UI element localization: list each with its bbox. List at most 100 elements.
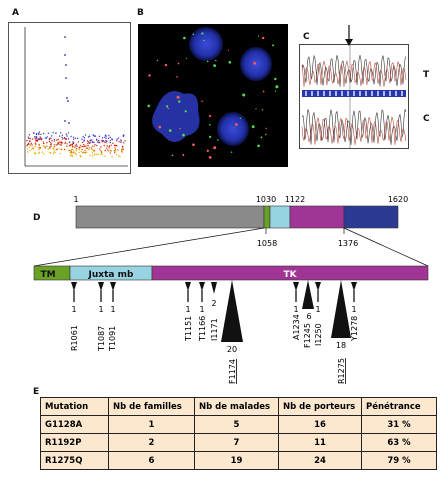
- scatter-point: [96, 144, 98, 147]
- scatter-point: [76, 145, 78, 147]
- scatter-point: [100, 146, 102, 148]
- scatter-point: [49, 151, 51, 154]
- fish-signal: [274, 90, 277, 92]
- fish-signals: [147, 32, 279, 159]
- panel-c-label: C: [303, 32, 310, 42]
- scatter-point: [37, 147, 40, 149]
- scatter-point: [98, 135, 101, 137]
- scatter-point: [40, 138, 43, 141]
- table-header-row: Mutation Nb de familles Nb de malades Nb…: [40, 397, 437, 416]
- cell-malades: 7: [194, 433, 279, 452]
- mutation-marker-y1278: [351, 282, 357, 302]
- tm-label: TM: [40, 270, 55, 280]
- scatter-point: [75, 153, 78, 156]
- scatter-outlier: [64, 36, 66, 38]
- scatter-point: [87, 141, 90, 143]
- scatter-point: [104, 155, 106, 157]
- scatter-outlier: [67, 100, 69, 102]
- scatter-point: [42, 132, 45, 135]
- scatter-point: [116, 153, 118, 156]
- scatter-point: [59, 152, 62, 155]
- scatter-point: [63, 137, 66, 139]
- count-i1171: 2: [211, 299, 216, 308]
- scatter-point: [106, 149, 109, 151]
- scatter-point: [50, 137, 52, 139]
- count-t1087: 1: [98, 305, 103, 314]
- base-call-mark: [305, 91, 307, 96]
- genome-scatter-plot: [24, 27, 128, 167]
- scatter-point: [38, 143, 40, 146]
- scatter-point: [67, 132, 70, 134]
- cell-mutation: R1275Q: [40, 451, 109, 470]
- scatter-outlier: [66, 97, 68, 99]
- scatter-point: [118, 155, 120, 157]
- scatter-point: [83, 144, 85, 146]
- header-penetrance: Pénétrance: [361, 397, 437, 416]
- base-call-mark: [401, 91, 403, 96]
- scatter-point: [26, 144, 29, 146]
- scatter-point: [42, 141, 45, 143]
- base-call-mark: [395, 91, 397, 96]
- scatter-point: [100, 153, 102, 155]
- fish-signal: [176, 76, 178, 78]
- fish-signal: [192, 143, 195, 146]
- scatter-point: [98, 139, 100, 142]
- fish-signal: [261, 109, 264, 111]
- mutation-marker-i1171: [211, 282, 217, 294]
- scatter-point: [53, 140, 55, 142]
- base-call-mark: [329, 91, 331, 96]
- scatter-point: [57, 143, 59, 146]
- scatter-point: [117, 137, 120, 139]
- fish-signal: [274, 77, 277, 81]
- scatter-point: [104, 136, 106, 138]
- scatter-point: [91, 155, 94, 157]
- scatter-point: [53, 144, 55, 146]
- scatter-point: [91, 145, 93, 147]
- extracellular-domain: [75, 205, 265, 229]
- scatter-point: [107, 137, 110, 140]
- fish-signal: [262, 90, 265, 93]
- scatter-point: [68, 144, 71, 147]
- mutation-marker-f1174: [221, 280, 243, 342]
- scatter-point: [51, 140, 53, 142]
- scatter-point: [91, 141, 93, 143]
- scatter-point: [39, 136, 41, 138]
- scatter-point: [60, 143, 62, 145]
- panel-a-plot: [8, 22, 131, 174]
- scatter-point: [71, 148, 73, 151]
- scatter-point: [122, 148, 125, 151]
- scatter-point: [123, 142, 125, 144]
- count-t1151: 1: [185, 305, 190, 314]
- count-y1278: 1: [351, 305, 356, 314]
- table-row: R1192P 2 7 11 63 %: [40, 433, 437, 452]
- scatter-point: [121, 149, 123, 151]
- scatter-point: [109, 140, 112, 142]
- scatter-point: [120, 140, 122, 142]
- scatter-point: [82, 135, 84, 138]
- scatter-point: [84, 145, 86, 147]
- fish-signal: [209, 135, 212, 138]
- scatter-point: [116, 140, 118, 142]
- scatter-point: [80, 156, 82, 158]
- scatter-point: [71, 146, 74, 148]
- scatter-point: [91, 148, 93, 151]
- scatter-point: [77, 141, 80, 143]
- count-t1166: 1: [199, 305, 204, 314]
- fish-signal: [206, 149, 209, 152]
- scatter-point: [116, 138, 118, 140]
- header-porteurs: Nb de porteurs: [278, 397, 362, 416]
- fish-signal: [208, 114, 212, 118]
- cell-malades: 5: [194, 415, 279, 434]
- scatter-point: [75, 150, 78, 152]
- scatter-point: [72, 141, 75, 144]
- fish-signal: [235, 123, 238, 126]
- fish-signal: [148, 74, 151, 77]
- scatter-point: [98, 148, 101, 150]
- cell-familles: 6: [108, 451, 195, 470]
- scatter-point: [64, 142, 66, 144]
- scatter-point: [121, 151, 123, 153]
- label-a1234: A1234: [292, 314, 301, 340]
- scatter-point: [68, 141, 71, 144]
- tick-1058: 1058: [257, 239, 277, 248]
- count-a1234: 1: [293, 305, 298, 314]
